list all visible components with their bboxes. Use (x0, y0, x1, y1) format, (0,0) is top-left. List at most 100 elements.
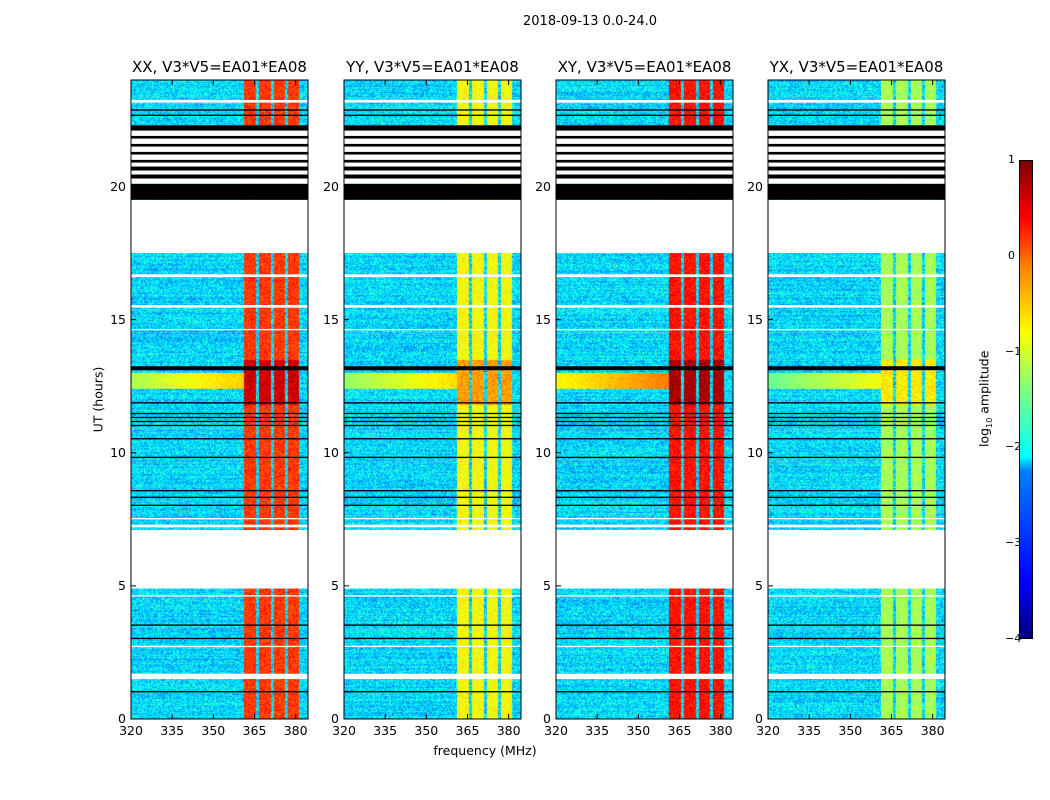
flagged-interval (556, 183, 733, 200)
y-tick-label: 0 (543, 711, 551, 726)
blank-interval (768, 529, 945, 589)
blank-line (768, 517, 945, 520)
blank-line (344, 595, 521, 597)
blank-line (556, 524, 733, 528)
flagged-interval (556, 109, 733, 111)
flagged-interval (131, 114, 308, 116)
blank-line (344, 328, 521, 331)
blank-line (556, 517, 733, 520)
x-tick-label: 320 (119, 723, 143, 738)
flagged-interval (768, 490, 945, 492)
flagged-interval (768, 174, 945, 179)
flagged-interval (131, 420, 308, 423)
flagged-interval (131, 637, 308, 640)
flagged-interval (556, 424, 733, 427)
flagged-interval (768, 402, 945, 404)
y-tick-label: 5 (331, 577, 339, 593)
x-tick-label: 335 (797, 723, 822, 738)
x-tick-label: 380 (920, 723, 945, 738)
flagged-interval (344, 420, 521, 423)
flagged-interval (131, 438, 308, 440)
flagged-interval (556, 159, 733, 163)
flagged-interval (131, 412, 308, 415)
flagged-interval (768, 151, 945, 155)
blank-interval (344, 199, 521, 254)
blank-line (556, 99, 733, 103)
blank-line (768, 304, 945, 308)
flagged-interval (344, 637, 521, 640)
flagged-interval (556, 366, 733, 371)
flagged-interval (768, 135, 945, 139)
flagged-interval (768, 143, 945, 147)
flagged-interval (768, 424, 945, 427)
panel-title: YY, V3*V5=EA01*EA08 (346, 58, 519, 76)
panel-0: XX, V3*V5=EA01*EA08 320 335 350 365 380 0 5 10 15… (110, 58, 309, 738)
flagged-interval (344, 456, 521, 459)
blank-line (556, 328, 733, 331)
flagged-interval (344, 125, 521, 131)
flagged-interval (556, 416, 733, 419)
flagged-interval (556, 691, 733, 693)
x-tick-label: 350 (838, 723, 863, 738)
axes-frame (555, 79, 734, 720)
blank-line (344, 517, 521, 520)
y-tick-label: 0 (755, 711, 763, 726)
blank-line (768, 595, 945, 597)
flagged-interval (768, 420, 945, 423)
colorbar-tick-label: −4 (1005, 632, 1022, 645)
flagged-interval (344, 174, 521, 179)
blank-line (768, 99, 945, 103)
flagged-interval (556, 151, 733, 155)
flagged-interval (131, 166, 308, 171)
flagged-interval (131, 174, 308, 179)
flagged-interval (556, 624, 733, 626)
x-tick-label: 365 (455, 723, 480, 738)
flagged-interval (768, 109, 945, 111)
flagged-interval (344, 490, 521, 492)
blank-interval (131, 529, 308, 589)
flagged-interval (768, 183, 945, 200)
flagged-interval (556, 490, 733, 492)
flagged-interval (131, 183, 308, 200)
blank-line (344, 304, 521, 308)
blank-line (344, 673, 521, 680)
flagged-interval (768, 637, 945, 640)
figure-title: 2018-09-13 0.0-24.0 (523, 14, 657, 29)
flagged-interval (556, 412, 733, 415)
panel-1: YY, V3*V5=EA01*EA08 320 335 350 365 380 0 5 10 15… (323, 58, 522, 738)
blank-line (556, 673, 733, 680)
flagged-interval (131, 504, 308, 506)
x-tick-label: 320 (332, 723, 356, 738)
colorbar (1019, 160, 1033, 639)
flagged-interval (768, 125, 945, 131)
panel-title: XX, V3*V5=EA01*EA08 (132, 58, 307, 76)
flagged-interval (344, 109, 521, 111)
flagged-interval (344, 114, 521, 116)
flagged-interval (344, 496, 521, 499)
colorbar-tick-label: −2 (1005, 440, 1022, 454)
y-tick-label: 5 (755, 577, 763, 593)
blank-interval (131, 199, 308, 254)
blank-interval (556, 199, 733, 254)
flagged-interval (131, 151, 308, 155)
panel-3: YX, V3*V5=EA01*EA08 320 335 350 365 380 0 5 10 15… (747, 58, 946, 738)
flagged-interval (344, 504, 521, 506)
flagged-interval (344, 366, 521, 371)
blank-line (344, 274, 521, 278)
flagged-interval (131, 159, 308, 163)
blank-interval (344, 529, 521, 589)
flagged-interval (556, 402, 733, 404)
blank-line (344, 524, 521, 528)
flagged-interval (768, 366, 945, 371)
flagged-interval (768, 496, 945, 499)
panel-title: YX, V3*V5=EA01*EA08 (769, 58, 944, 76)
y-tick-label: 15 (747, 311, 763, 327)
flagged-interval (344, 416, 521, 419)
flagged-interval (768, 166, 945, 171)
flagged-interval (768, 114, 945, 116)
blank-interval (556, 529, 733, 589)
blank-line (768, 328, 945, 331)
blank-line (556, 595, 733, 597)
x-tick-label: 380 (708, 723, 733, 738)
